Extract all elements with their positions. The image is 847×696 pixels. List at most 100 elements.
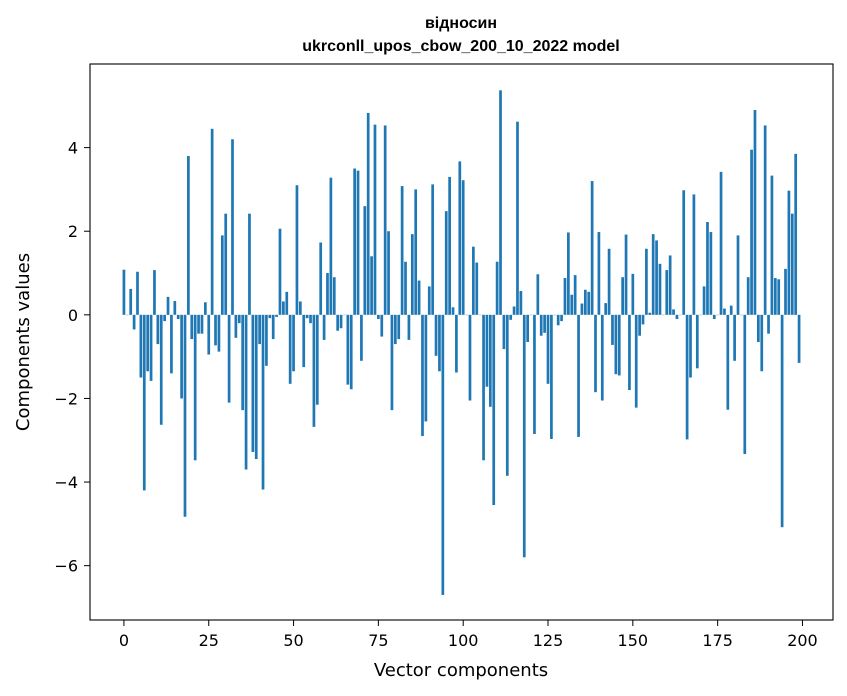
bar-162: [672, 309, 675, 315]
bar-72: [366, 112, 370, 315]
bar-23: [200, 314, 204, 334]
bar-167: [689, 314, 692, 378]
bar-185: [750, 149, 753, 315]
bar-90: [427, 286, 431, 315]
bar-93: [438, 314, 441, 372]
bar-2: [129, 288, 133, 315]
x-tick-label: 25: [199, 631, 219, 650]
bar-197: [790, 213, 794, 315]
bar-4: [136, 271, 139, 315]
bar-39: [254, 314, 258, 460]
bar-91: [431, 184, 435, 315]
bar-133: [573, 275, 577, 315]
bar-165: [682, 190, 686, 315]
bar-7: [146, 314, 150, 372]
chart-title-line-2: ukrconll_upos_cbow_200_10_2022 model: [302, 38, 619, 55]
y-tick-label: 0: [68, 306, 78, 325]
bar-122: [536, 274, 540, 315]
x-tick-label: 150: [618, 631, 649, 650]
x-tick-label: 175: [702, 631, 733, 650]
bar-190: [767, 314, 770, 334]
bar-26: [210, 128, 214, 315]
bar-0: [122, 269, 126, 315]
bar-58: [319, 242, 323, 315]
bar-99: [458, 161, 462, 315]
bar-41: [261, 314, 265, 490]
bar-83: [404, 261, 407, 315]
bar-115: [512, 306, 516, 315]
bar-102: [468, 314, 472, 401]
bar-117: [519, 291, 523, 315]
bar-111: [499, 90, 502, 315]
bar-151: [634, 314, 638, 408]
bar-184: [746, 277, 750, 315]
bar-119: [526, 314, 530, 342]
bar-78: [387, 231, 390, 315]
bar-50: [292, 314, 295, 372]
plot-frame: [89, 63, 834, 621]
bar-62: [332, 277, 336, 315]
x-tick-label: 100: [448, 631, 479, 650]
bar-138: [590, 181, 594, 315]
bar-177: [723, 308, 726, 315]
chart-title-line-1: відносин: [425, 15, 497, 32]
bar-183: [743, 314, 747, 455]
bar-59: [322, 314, 326, 340]
bar-161: [668, 255, 672, 315]
bar-194: [780, 314, 784, 528]
bar-45: [275, 314, 278, 317]
bar-172: [706, 222, 709, 315]
bar-147: [621, 277, 625, 315]
bar-10: [156, 314, 160, 345]
bar-20: [190, 314, 194, 340]
bar-85: [410, 234, 414, 315]
bar-48: [285, 291, 289, 315]
bar-140: [597, 232, 601, 315]
bar-187: [757, 314, 760, 342]
bar-19: [187, 155, 190, 315]
bar-25: [207, 314, 211, 355]
bar-12: [163, 314, 166, 322]
bar-154: [645, 248, 648, 315]
bar-193: [777, 279, 781, 315]
bar-60: [326, 273, 329, 315]
bar-9: [153, 270, 156, 315]
x-axis-label: Vector components: [374, 660, 548, 681]
bar-135: [580, 303, 584, 315]
bar-134: [577, 314, 580, 437]
bars-group: [122, 90, 801, 595]
bar-114: [509, 314, 513, 320]
x-tick-label: 125: [533, 631, 564, 650]
bar-149: [628, 314, 631, 391]
bar-29: [220, 235, 224, 315]
bar-145: [614, 314, 618, 375]
bar-110: [495, 261, 499, 315]
bar-18: [183, 314, 187, 517]
x-tick-label: 0: [119, 631, 129, 650]
bar-176: [719, 171, 723, 315]
bar-43: [268, 314, 272, 319]
bar-92: [434, 314, 438, 356]
bar-181: [736, 235, 740, 315]
bar-89: [424, 314, 428, 422]
bar-38: [251, 314, 255, 452]
bar-77: [383, 125, 387, 315]
bar-54: [305, 314, 309, 319]
bar-17: [180, 314, 183, 399]
bar-52: [298, 301, 302, 315]
bar-36: [244, 314, 248, 470]
bar-8: [149, 314, 153, 381]
bar-30: [224, 213, 228, 315]
bar-49: [288, 314, 292, 384]
x-tick-label: 200: [787, 631, 818, 650]
bar-192: [773, 278, 777, 315]
bar-118: [522, 314, 526, 558]
bar-198: [794, 153, 798, 315]
y-tick-label: −6: [54, 557, 78, 576]
bar-141: [600, 314, 604, 401]
bar-129: [560, 314, 563, 322]
bar-82: [400, 186, 404, 315]
bar-11: [159, 314, 163, 425]
bar-152: [638, 314, 641, 336]
bar-53: [302, 314, 306, 368]
